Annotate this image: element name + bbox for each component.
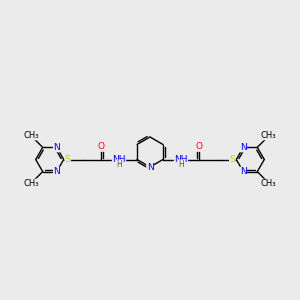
Text: H: H [178,160,184,169]
Text: NH: NH [112,155,126,164]
Text: N: N [53,143,60,152]
Text: CH₃: CH₃ [260,179,276,188]
Text: NH: NH [174,155,188,164]
Text: N: N [240,143,247,152]
Text: S: S [65,155,70,164]
Text: H: H [116,160,122,169]
Text: S: S [230,155,235,164]
Text: O: O [196,142,202,152]
Text: CH₃: CH₃ [260,131,276,140]
Text: N: N [53,167,60,176]
Text: CH₃: CH₃ [24,179,40,188]
Text: CH₃: CH₃ [24,131,40,140]
Text: O: O [98,142,104,152]
Text: N: N [240,167,247,176]
Text: N: N [147,163,153,172]
